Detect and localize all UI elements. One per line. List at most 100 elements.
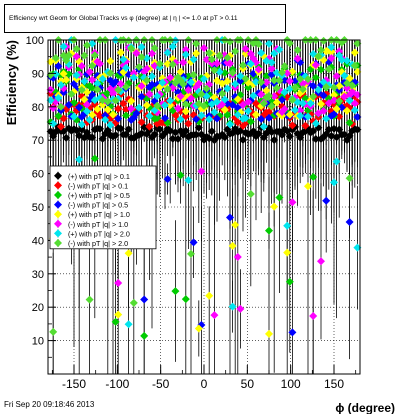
data-point xyxy=(59,42,68,51)
data-point xyxy=(246,190,255,199)
data-point xyxy=(83,100,91,109)
data-point xyxy=(311,73,320,82)
data-point xyxy=(158,78,167,87)
data-point xyxy=(311,119,320,128)
data-point xyxy=(298,99,307,108)
data-point xyxy=(101,111,110,120)
data-point xyxy=(311,135,320,144)
data-point xyxy=(96,124,104,133)
data-point xyxy=(207,55,216,64)
data-point xyxy=(265,113,273,122)
data-point xyxy=(176,115,185,124)
data-point xyxy=(200,101,208,110)
data-point xyxy=(259,122,268,131)
y-tick-label: 90 xyxy=(32,68,44,80)
data-point xyxy=(150,130,159,139)
data-point xyxy=(285,110,294,119)
data-point xyxy=(176,67,185,76)
data-point xyxy=(155,59,164,68)
data-point xyxy=(106,69,115,78)
legend-marker xyxy=(54,239,62,247)
chart-title-text: Efficiency wrt Geom for Global Tracks vs… xyxy=(9,15,238,22)
data-point xyxy=(153,113,162,122)
data-point xyxy=(207,127,216,136)
data-point xyxy=(345,174,354,183)
data-point xyxy=(293,54,302,63)
data-point xyxy=(317,45,325,54)
legend-marker xyxy=(54,191,62,199)
data-point xyxy=(345,217,354,226)
data-point xyxy=(246,117,255,126)
data-point xyxy=(322,196,331,205)
axes: 10 20 30 40 50 60 70 80 90 100 -150 -100 -50 0 50 100 15… xyxy=(26,35,357,391)
data-point xyxy=(254,65,263,74)
data-point xyxy=(267,58,276,67)
data-point xyxy=(116,48,125,57)
data-point xyxy=(241,74,250,83)
x-tick-label: -50 xyxy=(152,377,170,391)
data-point xyxy=(155,125,164,134)
legend-entry: (-) with pT |q| > 0.1 xyxy=(68,181,128,190)
data-point xyxy=(353,243,362,252)
data-point xyxy=(77,85,86,94)
data-point xyxy=(252,110,260,119)
data-point xyxy=(124,79,133,88)
data-point xyxy=(296,106,305,115)
data-point xyxy=(122,83,130,92)
data-point xyxy=(280,88,289,97)
data-point xyxy=(119,99,128,108)
data-point xyxy=(106,121,115,130)
data-point xyxy=(288,121,297,130)
y-tick-label: 20 xyxy=(32,302,44,314)
data-point xyxy=(77,120,86,129)
data-point xyxy=(176,92,185,101)
data-point xyxy=(64,60,73,69)
data-point xyxy=(51,127,60,136)
data-point xyxy=(280,105,289,114)
data-point xyxy=(330,124,338,133)
data-point xyxy=(314,52,323,61)
data-point xyxy=(174,104,182,113)
x-axis-label: ϕ (degree) xyxy=(335,401,395,414)
data-point xyxy=(275,193,284,202)
legend-box xyxy=(49,165,157,250)
data-point xyxy=(257,78,266,87)
x-tick-label: 100 xyxy=(281,377,301,391)
data-point xyxy=(168,42,177,51)
data-point xyxy=(296,74,305,83)
y-tick-label: 10 xyxy=(32,336,44,348)
data-point xyxy=(114,279,123,288)
data-point xyxy=(197,167,206,176)
data-point xyxy=(332,72,341,81)
data-point xyxy=(244,97,253,106)
data-point xyxy=(163,175,172,184)
data-point xyxy=(85,115,94,124)
data-point xyxy=(233,252,242,261)
data-point xyxy=(64,51,73,60)
data-point xyxy=(223,77,232,86)
data-point xyxy=(337,56,346,65)
data-point xyxy=(145,90,154,99)
data-point xyxy=(278,68,286,77)
data-point xyxy=(111,131,120,140)
data-point xyxy=(51,54,60,63)
data-point xyxy=(202,55,211,64)
data-point xyxy=(220,95,229,104)
data-point xyxy=(252,77,260,86)
data-point xyxy=(345,96,354,105)
data-point xyxy=(330,83,338,92)
data-point xyxy=(192,115,201,124)
data-point xyxy=(49,327,58,336)
data-point xyxy=(46,96,55,105)
data-point xyxy=(179,58,188,67)
data-point xyxy=(288,198,297,207)
data-point xyxy=(192,39,201,48)
data-point xyxy=(57,102,65,111)
data-point xyxy=(80,77,89,86)
data-point xyxy=(324,65,333,74)
data-point xyxy=(283,248,292,257)
data-point xyxy=(72,71,81,80)
data-point xyxy=(62,75,71,84)
y-tick-label: 80 xyxy=(32,102,44,114)
data-point xyxy=(127,104,136,113)
